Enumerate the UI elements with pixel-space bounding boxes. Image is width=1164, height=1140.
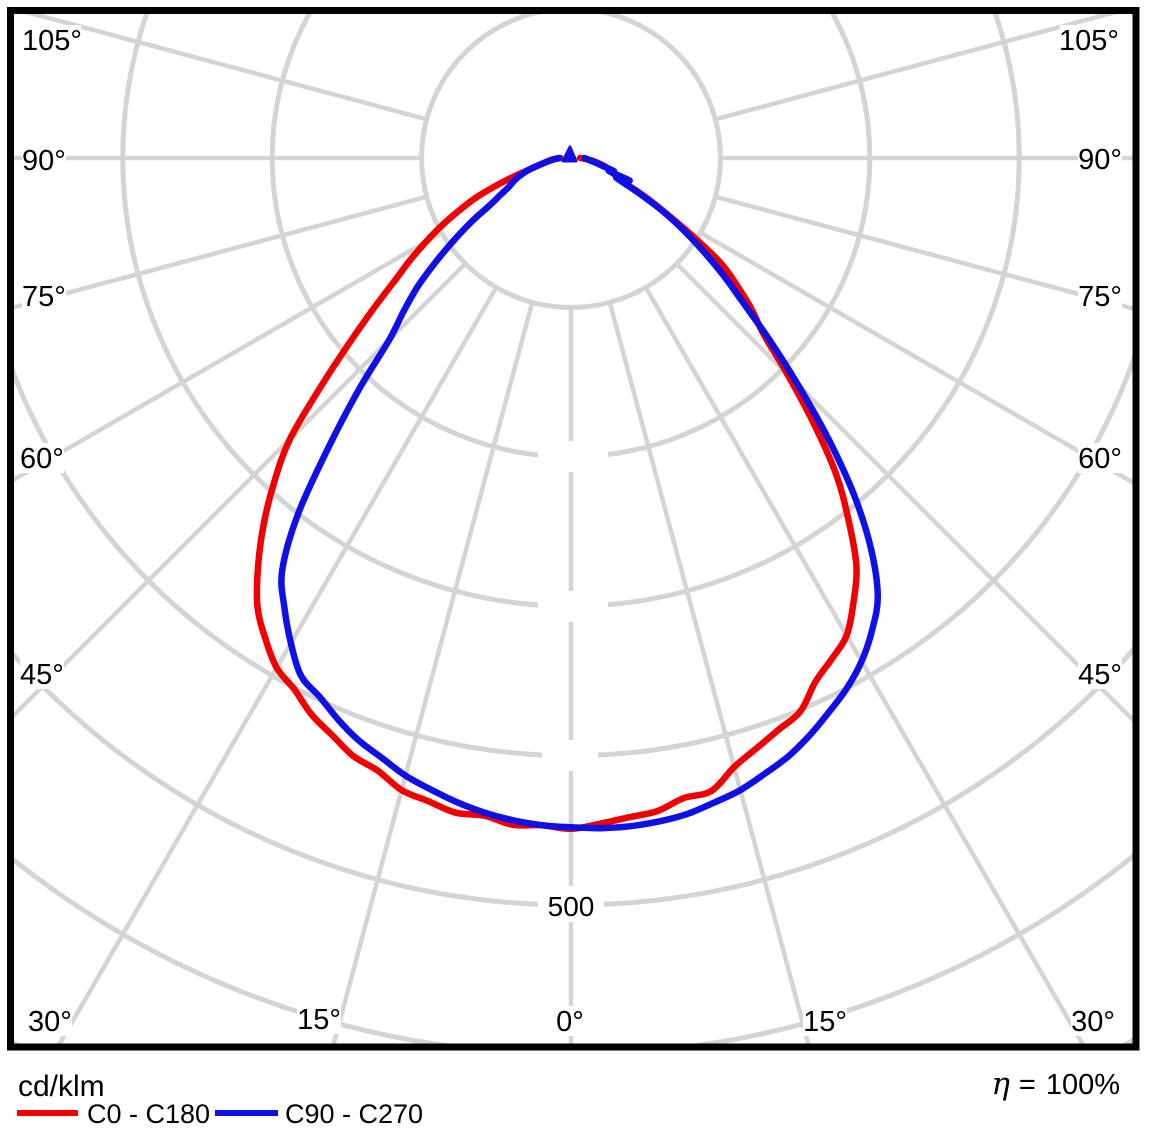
- angle-label-left-90: 90°: [22, 145, 66, 177]
- angle-label-bg: [803, 1006, 847, 1036]
- angle-label-left-15: 15°: [297, 1004, 341, 1036]
- grid-ring-400: [14, 354, 1133, 758]
- angle-label-bg: [1060, 25, 1119, 55]
- angle-label-bg: [20, 659, 64, 689]
- curve-apex-spike: [561, 145, 578, 163]
- grid-spoke--105: [24, 14, 428, 122]
- angle-label-left-45: 45°: [20, 659, 64, 691]
- eta-equals: =: [1019, 1069, 1036, 1101]
- angle-label-right-90: 90°: [1078, 144, 1122, 176]
- ring-label-gap: [538, 591, 608, 622]
- grid-spoke--60: [14, 230, 443, 483]
- angle-label-right-45: 45°: [1078, 659, 1122, 691]
- angle-label-right-30: 30°: [1071, 1006, 1115, 1038]
- legend-label-c0-c180: C0 - C180: [87, 1099, 210, 1129]
- efficiency-value: η = 100%: [991, 1066, 1120, 1102]
- angle-label-right-105: 105°: [1059, 25, 1119, 57]
- eta-percent: 100%: [1046, 1069, 1120, 1101]
- ring-label-gap: [538, 441, 608, 472]
- angle-label-left-75: 75°: [22, 281, 66, 313]
- curve-c90-c270: [278, 154, 882, 832]
- intensity-curves: [253, 145, 882, 833]
- angle-label-bg: [20, 443, 64, 473]
- ring-label-gap: [542, 740, 598, 771]
- legend-title: cd/klm: [18, 1070, 105, 1103]
- grid-spoke--30: [57, 286, 499, 1044]
- angle-label-right-75: 75°: [1078, 281, 1122, 313]
- angle-label-right-60: 60°: [1078, 443, 1122, 475]
- grid-label-gaps: [538, 441, 608, 771]
- angle-label-bg: [22, 281, 66, 311]
- angle-label-left-30: 30°: [28, 1006, 72, 1038]
- angle-label-left-60: 60°: [20, 443, 64, 475]
- eta-symbol: η: [991, 1066, 1010, 1102]
- grid-spoke--45: [14, 262, 467, 719]
- angle-label-bg: [555, 1006, 585, 1036]
- grid-spoke-45: [675, 262, 1133, 723]
- legend-label-c90-c270: C90 - C270: [285, 1099, 423, 1129]
- angle-label-bg: [1078, 144, 1122, 174]
- angle-label-bg: [22, 145, 66, 175]
- grid-spoke-15: [607, 301, 811, 1044]
- grid-spoke--75: [14, 194, 428, 310]
- grid-spoke-105: [714, 14, 1118, 122]
- angle-label-bg: [1078, 443, 1122, 473]
- angle-label-bg: [1078, 281, 1122, 311]
- angle-label-bg: [1078, 659, 1122, 689]
- angle-label-bg: [1071, 1006, 1115, 1036]
- angle-label-bg: [22, 25, 81, 55]
- angle-label-bottom-0: 0°: [556, 1006, 584, 1038]
- angle-label-left-105: 105°: [22, 25, 82, 57]
- angle-label-right-15: 15°: [803, 1006, 847, 1038]
- grid-spoke-30: [643, 286, 1085, 1044]
- radial-label-500: 500: [548, 891, 595, 922]
- angle-label-bg: [28, 1006, 72, 1036]
- radial-tick-labels: 500: [538, 886, 604, 922]
- grid-spoke--15: [331, 301, 535, 1044]
- angle-label-bg: [297, 1004, 341, 1034]
- radial-label-bg: [538, 886, 604, 922]
- grid-spoke-75: [714, 194, 1133, 311]
- plot-frame: [7, 7, 1140, 1051]
- grid-spoke-60: [699, 230, 1133, 485]
- angle-labels: 105° 90° 75° 60° 45° 30° 15° 0° 15° 30° 45° 60° 75° 9…: [20, 25, 1122, 1038]
